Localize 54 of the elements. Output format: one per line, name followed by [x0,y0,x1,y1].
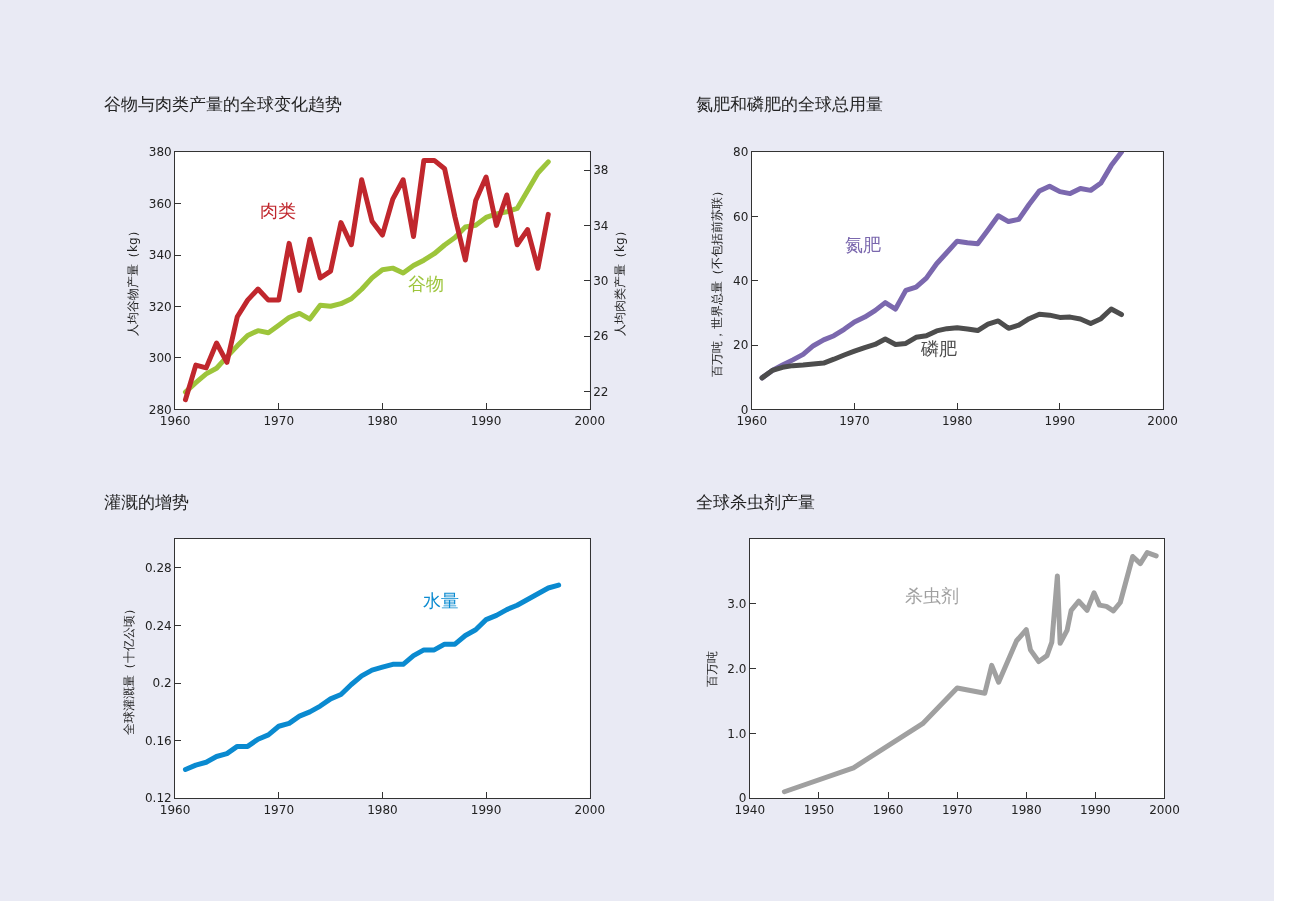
y2-tick-label: 34 [593,218,609,233]
y-tick-label: 380 [148,145,172,160]
chart-title: 全球杀虫剂产量 [696,492,815,512]
x-tick-label: 1980 [367,413,398,428]
chart-title: 灌溉的增势 [104,492,189,512]
y-tick-label: 60 [733,209,749,224]
y-tick-label: 2.0 [727,661,747,676]
y-axis-title: 全球灌溉量（十亿公顷） [122,602,137,735]
x-tick-label: 1960 [872,802,904,817]
y-tick-label: 0.16 [144,733,172,748]
series-label: 磷肥 [920,338,957,359]
y-tick-label: 0.24 [144,618,172,633]
y-tick-label: 1.0 [727,726,747,741]
text: 氮肥 [845,234,881,255]
y-tick-label: 40 [733,273,749,288]
x-tick-label: 1980 [1010,802,1042,817]
y-tick-label: 0.28 [144,561,172,576]
y-axis-title: 人均谷物产量（kg） [126,225,141,337]
y-tick-label: 300 [148,351,172,366]
x-tick-label: 2000 [574,802,606,817]
y-tick-label: 360 [148,196,172,211]
text: 杀虫剂 [905,585,959,606]
x-tick-label: 1970 [263,802,295,817]
x-tick-label: 1950 [803,802,835,817]
x-tick-label: 2000 [1149,802,1180,817]
x-tick-label: 1980 [941,413,973,428]
x-tick-label: 1990 [470,413,502,428]
series-label: 谷物 [408,273,444,294]
x-tick-label: 1970 [941,802,973,817]
x-tick-label: 1970 [263,413,295,428]
y-tick-label: 320 [148,299,172,314]
y-tick-label: 0.2 [152,676,172,691]
y-tick-label: 3.0 [727,597,747,612]
y2-tick-label: 22 [593,384,609,399]
y-tick-label: 80 [733,145,749,160]
x-tick-label: 1990 [1044,413,1076,428]
y-tick-label: 20 [733,338,749,353]
y2-axis-title: 人均肉类产量（kg） [613,225,628,337]
x-tick-label: 1980 [367,802,398,817]
series-label: 水量 [423,590,459,611]
x-tick-label: 1990 [470,802,502,817]
series-label: 肉类 [260,200,296,221]
y2-tick-label: 30 [593,273,609,288]
y-axis-title: 百万吨，世界总量（不包括前苏联） [710,184,725,377]
chart-title: 氮肥和磷肥的全球总用量 [696,94,883,114]
y-tick-label: 340 [148,248,172,263]
x-tick-label: 2000 [574,413,606,428]
x-tick-label: 1970 [839,413,870,428]
y2-tick-label: 38 [593,163,609,178]
x-tick-label: 2000 [1147,413,1178,428]
y2-tick-label: 26 [593,329,609,344]
chart-title: 谷物与肉类产量的全球变化趋势 [104,94,342,114]
y-axis-title: 百万吨 [704,650,719,687]
x-tick-label: 1990 [1080,802,1111,817]
